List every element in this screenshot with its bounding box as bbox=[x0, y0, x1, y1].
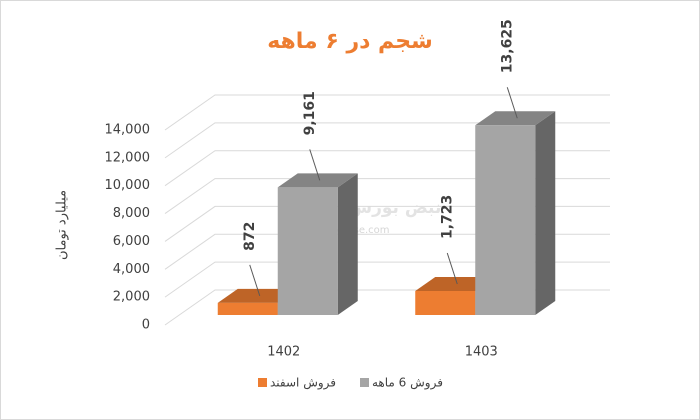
bar-face bbox=[277, 187, 338, 315]
leader-line bbox=[506, 87, 518, 119]
data-label: 13,625 bbox=[499, 19, 515, 73]
legend-label: فروش 6 ماهه bbox=[372, 376, 443, 391]
data-label: 9,161 bbox=[302, 91, 318, 135]
bar-face bbox=[475, 125, 536, 316]
legend-swatch bbox=[360, 378, 369, 387]
y-tick-label: 6,000 bbox=[113, 234, 150, 249]
leader-line bbox=[249, 264, 261, 297]
y-tick-label: 14,000 bbox=[105, 123, 151, 138]
y-tick-label: 10,000 bbox=[105, 178, 151, 193]
leader-line bbox=[309, 149, 321, 181]
bar bbox=[475, 111, 556, 316]
y-tick-label: 12,000 bbox=[105, 150, 151, 165]
bar-face bbox=[535, 111, 556, 316]
y-tick-label: 0 bbox=[142, 318, 150, 333]
legend-label: فروش اسفند bbox=[270, 376, 336, 391]
y-tick-label: 8,000 bbox=[113, 206, 150, 221]
y-tick-label: 4,000 bbox=[113, 262, 150, 277]
y-tick-label: 2,000 bbox=[113, 290, 150, 305]
x-tick-label: 1403 bbox=[465, 345, 498, 360]
bar-face bbox=[415, 291, 476, 315]
grid-line bbox=[164, 122, 610, 159]
bar-face bbox=[475, 111, 556, 126]
bar-face bbox=[277, 173, 358, 188]
bar-face bbox=[337, 173, 358, 315]
legend-swatch bbox=[258, 378, 267, 387]
x-tick-label: 1402 bbox=[267, 345, 300, 360]
grid-line bbox=[164, 94, 610, 131]
bar-face bbox=[217, 302, 278, 315]
y-axis-label: میلیارد تومان bbox=[55, 190, 70, 260]
data-label: 872 bbox=[242, 222, 258, 251]
data-label: 1,723 bbox=[439, 195, 455, 239]
leader-line bbox=[446, 252, 458, 285]
bar bbox=[277, 173, 358, 315]
chart-title: شجم در ۶ ماهه bbox=[267, 29, 433, 54]
watermark-logo: نبض بورس bbox=[349, 198, 442, 218]
